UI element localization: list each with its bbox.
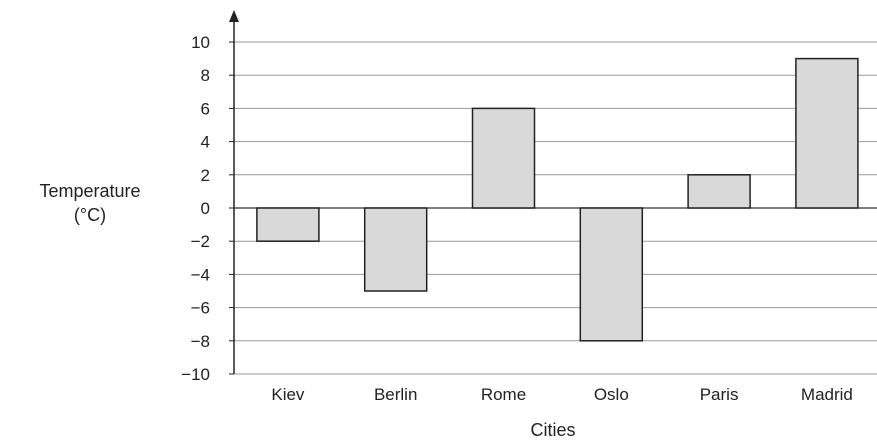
x-tick-label: Madrid	[801, 385, 853, 404]
x-tick-label: Oslo	[594, 385, 629, 404]
y-tick-label: 10	[191, 33, 210, 52]
x-axis-title: Cities	[530, 420, 575, 440]
x-tick-label: Paris	[700, 385, 739, 404]
y-tick-label: 0	[201, 199, 210, 218]
bar-kiev	[256, 207, 320, 242]
x-tick-label: Berlin	[374, 385, 417, 404]
y-tick-label: 6	[201, 99, 210, 118]
y-axis-title-line-1: Temperature	[39, 181, 140, 201]
y-tick-label: −10	[181, 365, 210, 384]
y-axis-arrow-icon	[229, 10, 239, 22]
bar-madrid	[795, 57, 859, 209]
y-tick-label: −8	[191, 332, 210, 351]
axes	[229, 10, 239, 375]
y-axis-title-line-2: (°C)	[74, 205, 106, 225]
x-tick-label: Kiev	[271, 385, 305, 404]
bar-paris	[687, 174, 751, 209]
gridlines	[234, 41, 877, 375]
bar-berlin	[363, 207, 428, 292]
y-tick-label: 2	[201, 166, 210, 185]
x-tick-labels: Kiev Berlin Rome Oslo Paris Madrid	[271, 385, 853, 404]
bar-rome	[471, 107, 536, 209]
y-tick-label: 8	[201, 66, 210, 85]
y-tick-label: −4	[191, 265, 210, 284]
y-tick-label: −6	[191, 299, 210, 318]
bar-oslo	[579, 207, 644, 342]
y-tick-labels: 10 8 6 4 2 0 −2 −4 −6 −8 −10	[181, 33, 210, 384]
y-tick-label: −2	[191, 232, 210, 251]
x-tick-label: Rome	[481, 385, 526, 404]
bars	[256, 57, 859, 342]
y-tick-label: 4	[201, 133, 210, 152]
